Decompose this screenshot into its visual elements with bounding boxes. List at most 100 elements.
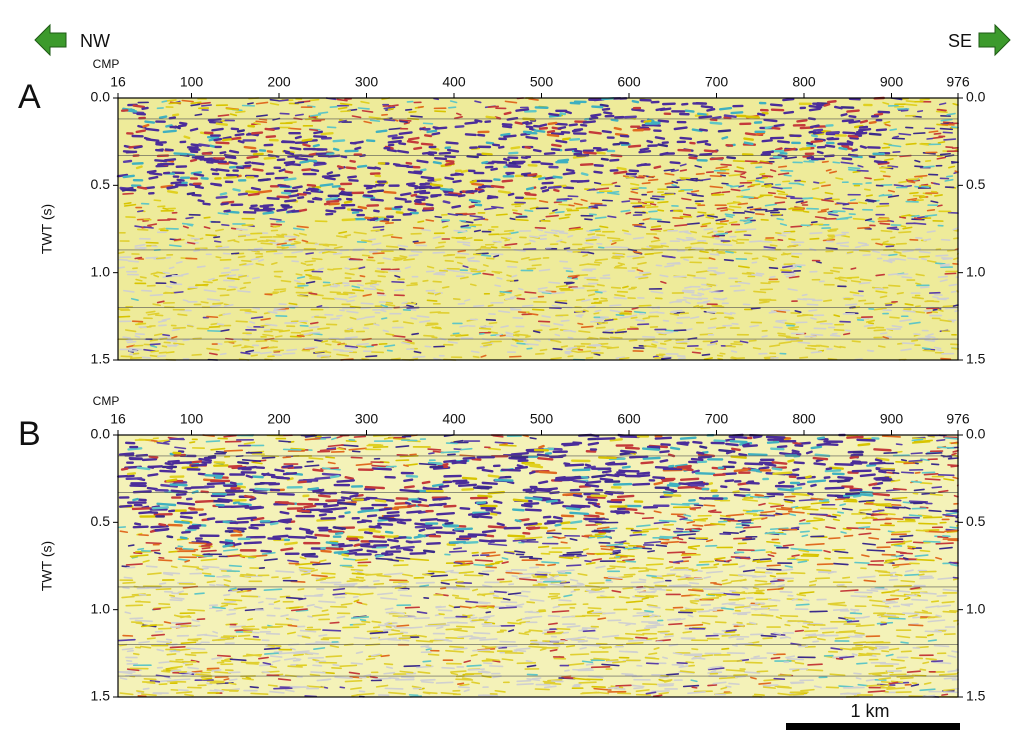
seismic-trace (775, 125, 784, 126)
seismic-trace (575, 151, 581, 152)
seismic-trace (649, 125, 660, 126)
seismic-trace (765, 464, 775, 465)
seismic-trace (547, 501, 557, 502)
seismic-trace (333, 342, 341, 343)
seismic-trace (591, 321, 602, 322)
seismic-trace (183, 340, 189, 341)
seismic-trace (936, 543, 953, 544)
seismic-trace (150, 295, 162, 296)
seismic-trace (889, 285, 900, 286)
seismic-trace (321, 511, 332, 512)
seismic-trace (571, 521, 581, 522)
seismic-trace (499, 191, 510, 192)
y-tick-label: 0.5 (91, 176, 111, 192)
seismic-trace (183, 549, 193, 550)
seismic-trace (424, 123, 433, 124)
seismic-trace (508, 482, 513, 483)
seismic-trace (539, 291, 551, 292)
seismic-trace (488, 305, 492, 306)
seismic-trace (217, 169, 229, 170)
seismic-trace (416, 527, 430, 528)
seismic-trace (860, 127, 867, 128)
seismic-trace (950, 527, 958, 528)
seismic-trace (848, 141, 852, 142)
seismic-trace (342, 192, 347, 193)
seismic-trace (952, 651, 958, 652)
seismic-trace (135, 147, 142, 148)
seismic-trace (163, 272, 169, 273)
seismic-trace (899, 232, 911, 233)
seismic-trace (145, 122, 153, 123)
seismic-trace (564, 268, 571, 269)
seismic-trace (122, 469, 127, 470)
seismic-trace (310, 100, 319, 101)
seismic-trace (934, 133, 940, 134)
seismic-trace (505, 240, 509, 241)
seismic-trace (629, 288, 635, 289)
seismic-trace (828, 101, 835, 102)
seismic-trace (491, 254, 502, 255)
seismic-trace (456, 483, 468, 484)
seismic-trace (678, 317, 690, 318)
seismic-trace (487, 143, 493, 144)
seismic-trace (167, 345, 176, 346)
seismic-trace (552, 293, 564, 294)
seismic-trace (793, 451, 799, 452)
seismic-trace (169, 103, 180, 104)
seismic-trace (525, 292, 536, 293)
seismic-trace (300, 570, 312, 571)
seismic-trace (813, 641, 818, 642)
seismic-trace (445, 194, 456, 195)
seismic-trace (893, 138, 905, 139)
seismic-trace (460, 326, 468, 327)
x-tick-label: 976 (946, 74, 970, 90)
seismic-trace (190, 442, 195, 443)
seismic-trace (447, 161, 454, 162)
seismic-trace (530, 236, 538, 237)
seismic-trace (207, 681, 223, 682)
seismic-trace (123, 337, 130, 338)
seismic-trace (656, 438, 671, 439)
seismic-trace (721, 164, 731, 165)
seismic-trace (903, 613, 919, 614)
seismic-trace (558, 160, 568, 161)
seismic-trace (458, 251, 465, 252)
seismic-trace (200, 514, 206, 515)
seismic-trace (125, 612, 130, 613)
seismic-trace (443, 287, 449, 288)
seismic-trace (810, 106, 821, 107)
seismic-trace (334, 253, 342, 254)
seismic-trace (429, 654, 439, 655)
seismic-trace (315, 198, 321, 199)
seismic-trace (143, 108, 148, 109)
seismic-trace (192, 671, 202, 672)
seismic-trace (232, 270, 239, 271)
seismic-trace (755, 694, 764, 695)
seismic-trace (717, 327, 725, 328)
seismic-trace (195, 174, 204, 175)
seismic-trace (870, 134, 880, 135)
seismic-trace (564, 199, 572, 200)
seismic-trace (554, 517, 561, 518)
seismic-trace (230, 679, 237, 680)
seismic-trace (721, 210, 727, 211)
seismic-trace (583, 631, 594, 632)
seismic-trace (393, 137, 403, 138)
seismic-trace (792, 256, 798, 257)
seismic-trace (517, 619, 521, 620)
seismic-trace (633, 101, 638, 102)
seismic-trace (777, 320, 787, 321)
seismic-trace (886, 246, 893, 247)
seismic-trace (858, 228, 870, 229)
seismic-trace (916, 283, 921, 284)
direction-label: NW (80, 31, 110, 51)
seismic-trace (362, 621, 370, 622)
seismic-trace (539, 482, 547, 483)
seismic-trace (571, 654, 589, 655)
seismic-trace (669, 624, 682, 625)
seismic-trace (502, 238, 507, 239)
seismic-trace (291, 148, 301, 149)
seismic-image (118, 98, 958, 360)
seismic-trace (692, 295, 701, 296)
seismic-trace (870, 156, 875, 157)
